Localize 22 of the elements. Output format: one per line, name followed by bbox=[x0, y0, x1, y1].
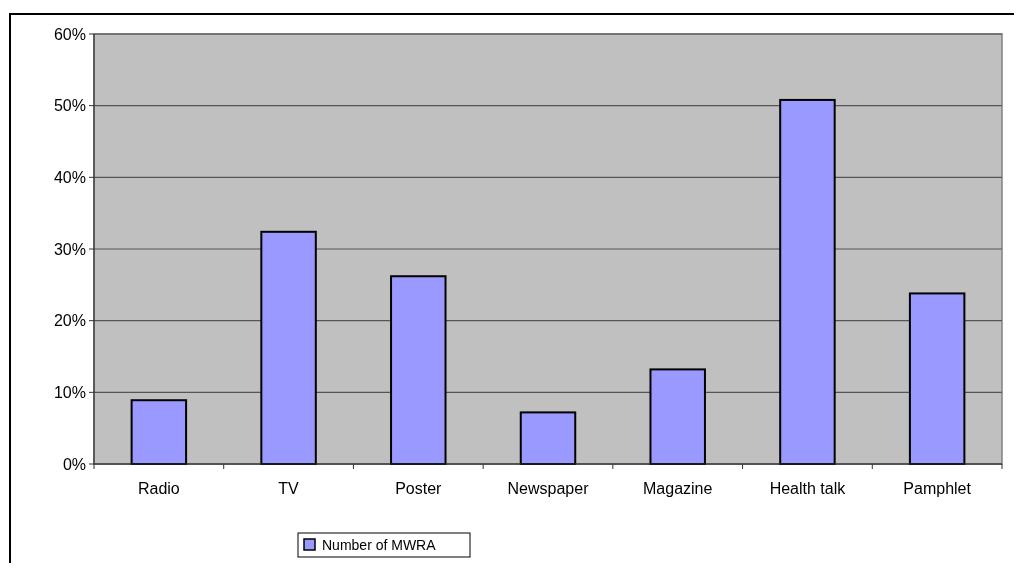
bar bbox=[519, 411, 577, 465]
x-tick-label: TV bbox=[278, 480, 300, 497]
bar bbox=[779, 98, 836, 465]
y-tick-label: 50% bbox=[53, 97, 86, 115]
bar bbox=[908, 292, 966, 465]
x-tick-label: Newspaper bbox=[507, 480, 590, 497]
legend-label: Number of MWRA bbox=[322, 536, 437, 553]
y-tick-label: 40% bbox=[53, 168, 86, 186]
x-tick-label: Poster bbox=[395, 480, 443, 497]
bar bbox=[130, 399, 188, 465]
bar bbox=[649, 368, 706, 465]
y-tick-label: 0% bbox=[62, 455, 86, 473]
y-tick-label: 10% bbox=[53, 383, 86, 401]
bar bbox=[390, 275, 447, 465]
x-tick-label: Radio bbox=[137, 480, 180, 497]
x-tick-label: Magazine bbox=[643, 480, 713, 497]
y-tick-label: 60% bbox=[53, 25, 86, 43]
y-tick-label: 20% bbox=[53, 312, 86, 330]
x-tick-label: Health talk bbox=[769, 480, 847, 497]
y-tick-label: 30% bbox=[53, 240, 86, 258]
bar bbox=[260, 230, 317, 465]
x-tick-label: Pamphlet bbox=[903, 480, 972, 497]
